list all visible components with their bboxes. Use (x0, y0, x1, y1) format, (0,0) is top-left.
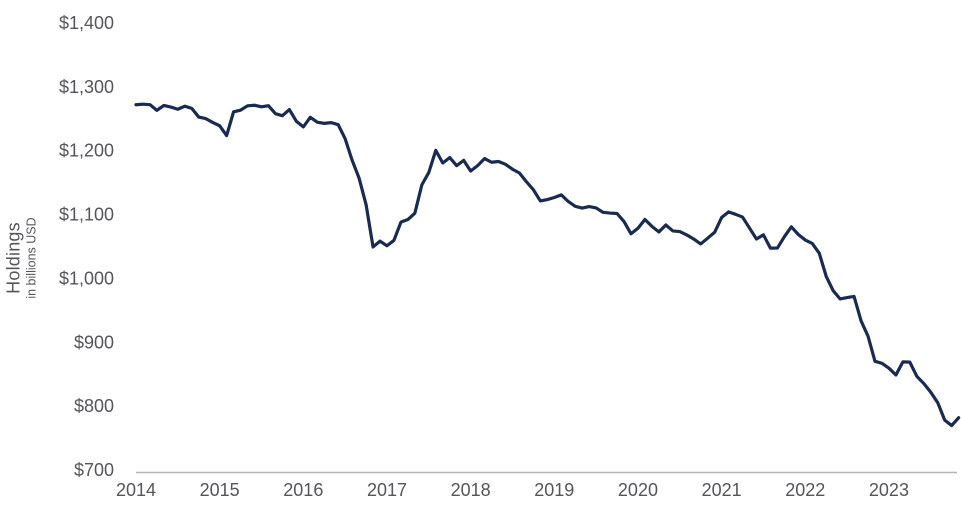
holdings-data-line (134, 102, 961, 428)
x-tick-label: 2020 (618, 480, 658, 500)
x-tick-label: 2018 (451, 480, 491, 500)
y-axis-title-sub: in billions USD (24, 217, 39, 299)
x-tick-label: 2014 (116, 480, 156, 500)
y-tick-label: $1,200 (59, 141, 114, 161)
y-tick-label: $1,300 (59, 77, 114, 97)
y-axis-title-main: Holdings (3, 222, 24, 294)
x-tick-label: 2016 (283, 480, 323, 500)
y-tick-label: $1,000 (59, 268, 114, 288)
y-tick-label: $900 (74, 332, 114, 352)
y-tick-label: $1,100 (59, 205, 114, 225)
y-tick-label: $800 (74, 396, 114, 416)
x-tick-label: 2015 (200, 480, 240, 500)
y-axis-title: Holdings in billions USD (3, 217, 38, 298)
x-tick-label: 2022 (785, 480, 825, 500)
y-tick-label: $1,400 (59, 13, 114, 33)
x-tick-label: 2023 (869, 480, 909, 500)
x-tick-label: 2017 (367, 480, 407, 500)
x-tick-label: 2021 (702, 480, 742, 500)
y-tick-label: $700 (74, 460, 114, 480)
x-tick-label: 2019 (534, 480, 574, 500)
